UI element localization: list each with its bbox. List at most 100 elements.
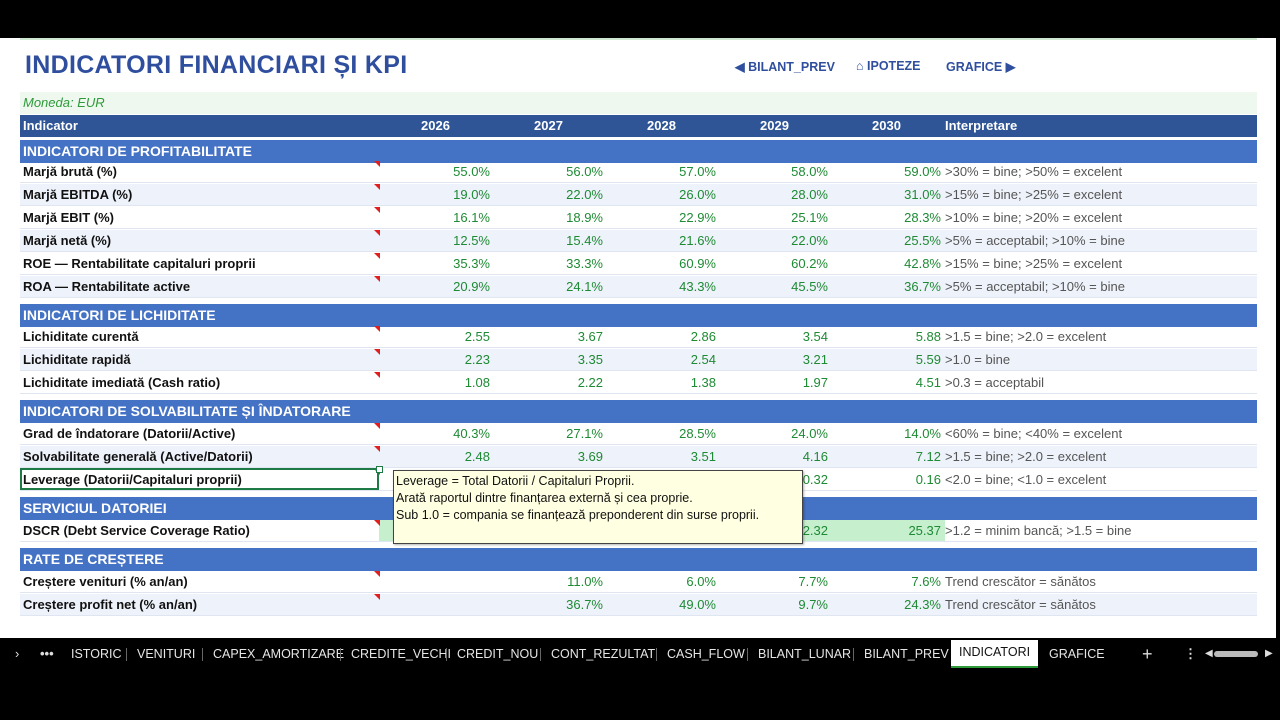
section-title: SERVICIUL DATORIEI xyxy=(23,500,167,516)
selected-cell[interactable] xyxy=(20,468,379,490)
value-cell: 3.21 xyxy=(802,352,828,367)
table-row[interactable]: Marjă netă (%) 12.5% 15.4% 21.6% 22.0% 25.5% >… xyxy=(20,230,1257,252)
chevron-right-icon[interactable]: › xyxy=(15,646,20,661)
comment-indicator-icon[interactable] xyxy=(374,276,380,282)
indicator-label: Creștere venituri (% an/an) xyxy=(23,574,188,589)
indicator-label: Solvabilitate generală (Active/Datorii) xyxy=(23,449,253,464)
table-row[interactable]: ROA — Rentabilitate active 20.9% 24.1% 43.3… xyxy=(20,276,1257,298)
vertical-ellipsis-icon[interactable]: ⋮ xyxy=(1184,646,1197,661)
value-cell: 4.16 xyxy=(802,449,828,464)
value-cell: 18.9% xyxy=(566,210,603,225)
table-row[interactable]: Marjă brută (%) 55.0% 56.0% 57.0% 58.0% 59.0%… xyxy=(20,161,1257,183)
tooltip-line: Leverage = Total Datorii / Capitaluri Pr… xyxy=(396,474,635,488)
value-cell: 36.7% xyxy=(904,279,941,294)
table-row[interactable]: Marjă EBIT (%) 16.1% 18.9% 22.9% 25.1% 28.3% >… xyxy=(20,207,1257,229)
comment-indicator-icon[interactable] xyxy=(374,207,380,213)
interpretation-text: >5% = acceptabil; >10% = bine xyxy=(945,233,1125,248)
table-row[interactable]: Marjă EBITDA (%) 19.0% 22.0% 26.0% 28.0% 31.0… xyxy=(20,184,1257,206)
tab-cash-flow[interactable]: CASH_FLOW xyxy=(667,647,745,661)
ellipsis-icon[interactable]: ••• xyxy=(40,646,54,661)
comment-indicator-icon[interactable] xyxy=(374,594,380,600)
table-row[interactable]: Grad de îndatorare (Datorii/Active) 40.3%… xyxy=(20,423,1257,445)
comment-indicator-icon[interactable] xyxy=(374,571,380,577)
comment-indicator-icon[interactable] xyxy=(374,349,380,355)
horizontal-scrollbar[interactable] xyxy=(1214,651,1258,657)
comment-indicator-icon[interactable] xyxy=(374,253,380,259)
value-cell: 6.0% xyxy=(686,574,716,589)
currency-row[interactable]: Moneda: EUR xyxy=(20,92,1257,114)
value-cell: 19.0% xyxy=(453,187,490,202)
indicator-label: ROA — Rentabilitate active xyxy=(23,279,191,294)
table-row[interactable]: Lichiditate imediată (Cash ratio) 1.08 2.2… xyxy=(20,372,1257,394)
value-cell: 1.08 xyxy=(464,375,490,390)
value-cell: 59.0% xyxy=(904,164,941,179)
value-cell: 27.1% xyxy=(566,426,603,441)
indicator-label: Marjă brută (%) xyxy=(23,164,117,179)
comment-indicator-icon[interactable] xyxy=(374,184,380,190)
fill-handle[interactable] xyxy=(376,466,383,473)
value-cell: 2.23 xyxy=(464,352,490,367)
value-cell: 28.5% xyxy=(679,426,716,441)
tab-grafice[interactable]: GRAFICE xyxy=(1049,647,1105,661)
value-cell: 3.69 xyxy=(577,449,603,464)
value-cell: 28.0% xyxy=(791,187,828,202)
comment-indicator-icon[interactable] xyxy=(374,161,380,167)
table-row[interactable]: ROE — Rentabilitate capitaluri proprii 35… xyxy=(20,253,1257,275)
tab-bilant-prev[interactable]: BILANT_PREV xyxy=(864,647,949,661)
value-cell: 25.37 xyxy=(908,523,941,538)
table-row[interactable]: Solvabilitate generală (Active/Datorii) 2… xyxy=(20,446,1257,468)
scroll-left-icon[interactable]: ◀ xyxy=(1205,648,1213,659)
value-cell: 3.54 xyxy=(802,329,828,344)
nav-grafice-link[interactable]: GRAFICE ▶ xyxy=(946,60,1016,74)
table-row[interactable]: Lichiditate rapidă 2.23 3.35 2.54 3.21 5.59 >1… xyxy=(20,349,1257,371)
interpretation-text: Trend crescător = sănătos xyxy=(945,574,1096,589)
table-row[interactable]: Creștere profit net (% an/an) 36.7% 49.0% 9… xyxy=(20,594,1257,616)
indicator-label: ROE — Rentabilitate capitaluri proprii xyxy=(23,256,256,271)
value-cell: 3.35 xyxy=(577,352,603,367)
indicator-label: Leverage (Datorii/Capitaluri proprii) xyxy=(23,472,242,487)
value-cell: 24.3% xyxy=(904,597,941,612)
tab-istoric[interactable]: ISTORIC xyxy=(71,647,122,661)
comment-indicator-icon[interactable] xyxy=(374,230,380,236)
tab-bilant-lunar[interactable]: BILANT_LUNAR xyxy=(758,647,852,661)
tab-credit-nou[interactable]: CREDIT_NOU xyxy=(457,647,539,661)
nav-bilant-prev-link[interactable]: ◀ BILANT_PREV xyxy=(735,60,835,74)
value-cell: 15.4% xyxy=(566,233,603,248)
value-cell: 55.0% xyxy=(453,164,490,179)
indicator-label: DSCR (Debt Service Coverage Ratio) xyxy=(23,523,250,538)
plus-icon[interactable]: + xyxy=(1142,644,1153,664)
section-title: INDICATORI DE LICHIDITATE xyxy=(23,307,216,323)
comment-indicator-icon[interactable] xyxy=(374,326,380,332)
nav-ipoteze-link[interactable]: ⌂ IPOTEZE xyxy=(856,59,921,73)
scroll-right-icon[interactable]: ▶ xyxy=(1265,648,1273,659)
value-cell: 40.3% xyxy=(453,426,490,441)
section-header-lichiditate: INDICATORI DE LICHIDITATE xyxy=(20,304,1257,327)
table-row[interactable]: Lichiditate curentă 2.55 3.67 2.86 3.54 5.88 >… xyxy=(20,326,1257,348)
value-cell: 1.97 xyxy=(802,375,828,390)
comment-indicator-icon[interactable] xyxy=(374,446,380,452)
interpretation-text: >15% = bine; >25% = excelent xyxy=(945,256,1123,271)
tab-cont-rezultat[interactable]: CONT_REZULTAT xyxy=(551,647,656,661)
indicator-label: Grad de îndatorare (Datorii/Active) xyxy=(23,426,236,441)
tab-separator xyxy=(340,648,341,661)
value-cell: 60.2% xyxy=(791,256,828,271)
tab-separator xyxy=(747,648,748,661)
tab-capex-amortizare[interactable]: CAPEX_AMORTIZARE xyxy=(213,647,345,661)
tab-separator xyxy=(446,648,447,661)
value-cell: 11.0% xyxy=(567,574,603,589)
section-header-solvabilitate: INDICATORI DE SOLVABILITATE ȘI ÎNDATORAR… xyxy=(20,400,1257,423)
comment-indicator-icon[interactable] xyxy=(374,520,380,526)
value-cell: 25.1% xyxy=(791,210,828,225)
value-cell: 35.3% xyxy=(453,256,490,271)
comment-indicator-icon[interactable] xyxy=(374,423,380,429)
tab-indicatori[interactable]: INDICATORI xyxy=(951,640,1039,668)
sheet-tab-bar: › ••• ISTORIC VENITURI CAPEX_AMORTIZARE CRE… xyxy=(0,640,1280,668)
tab-separator xyxy=(126,648,127,661)
value-cell: 49.0% xyxy=(679,597,716,612)
interpretation-text: <60% = bine; <40% = excelent xyxy=(945,426,1123,441)
table-row[interactable]: Creștere venituri (% an/an) 11.0% 6.0% 7.7%… xyxy=(20,571,1257,593)
section-title: RATE DE CREȘTERE xyxy=(23,551,164,567)
tab-credite-vechi[interactable]: CREDITE_VECHI xyxy=(351,647,452,661)
tab-venituri[interactable]: VENITURI xyxy=(137,647,196,661)
comment-indicator-icon[interactable] xyxy=(374,372,380,378)
